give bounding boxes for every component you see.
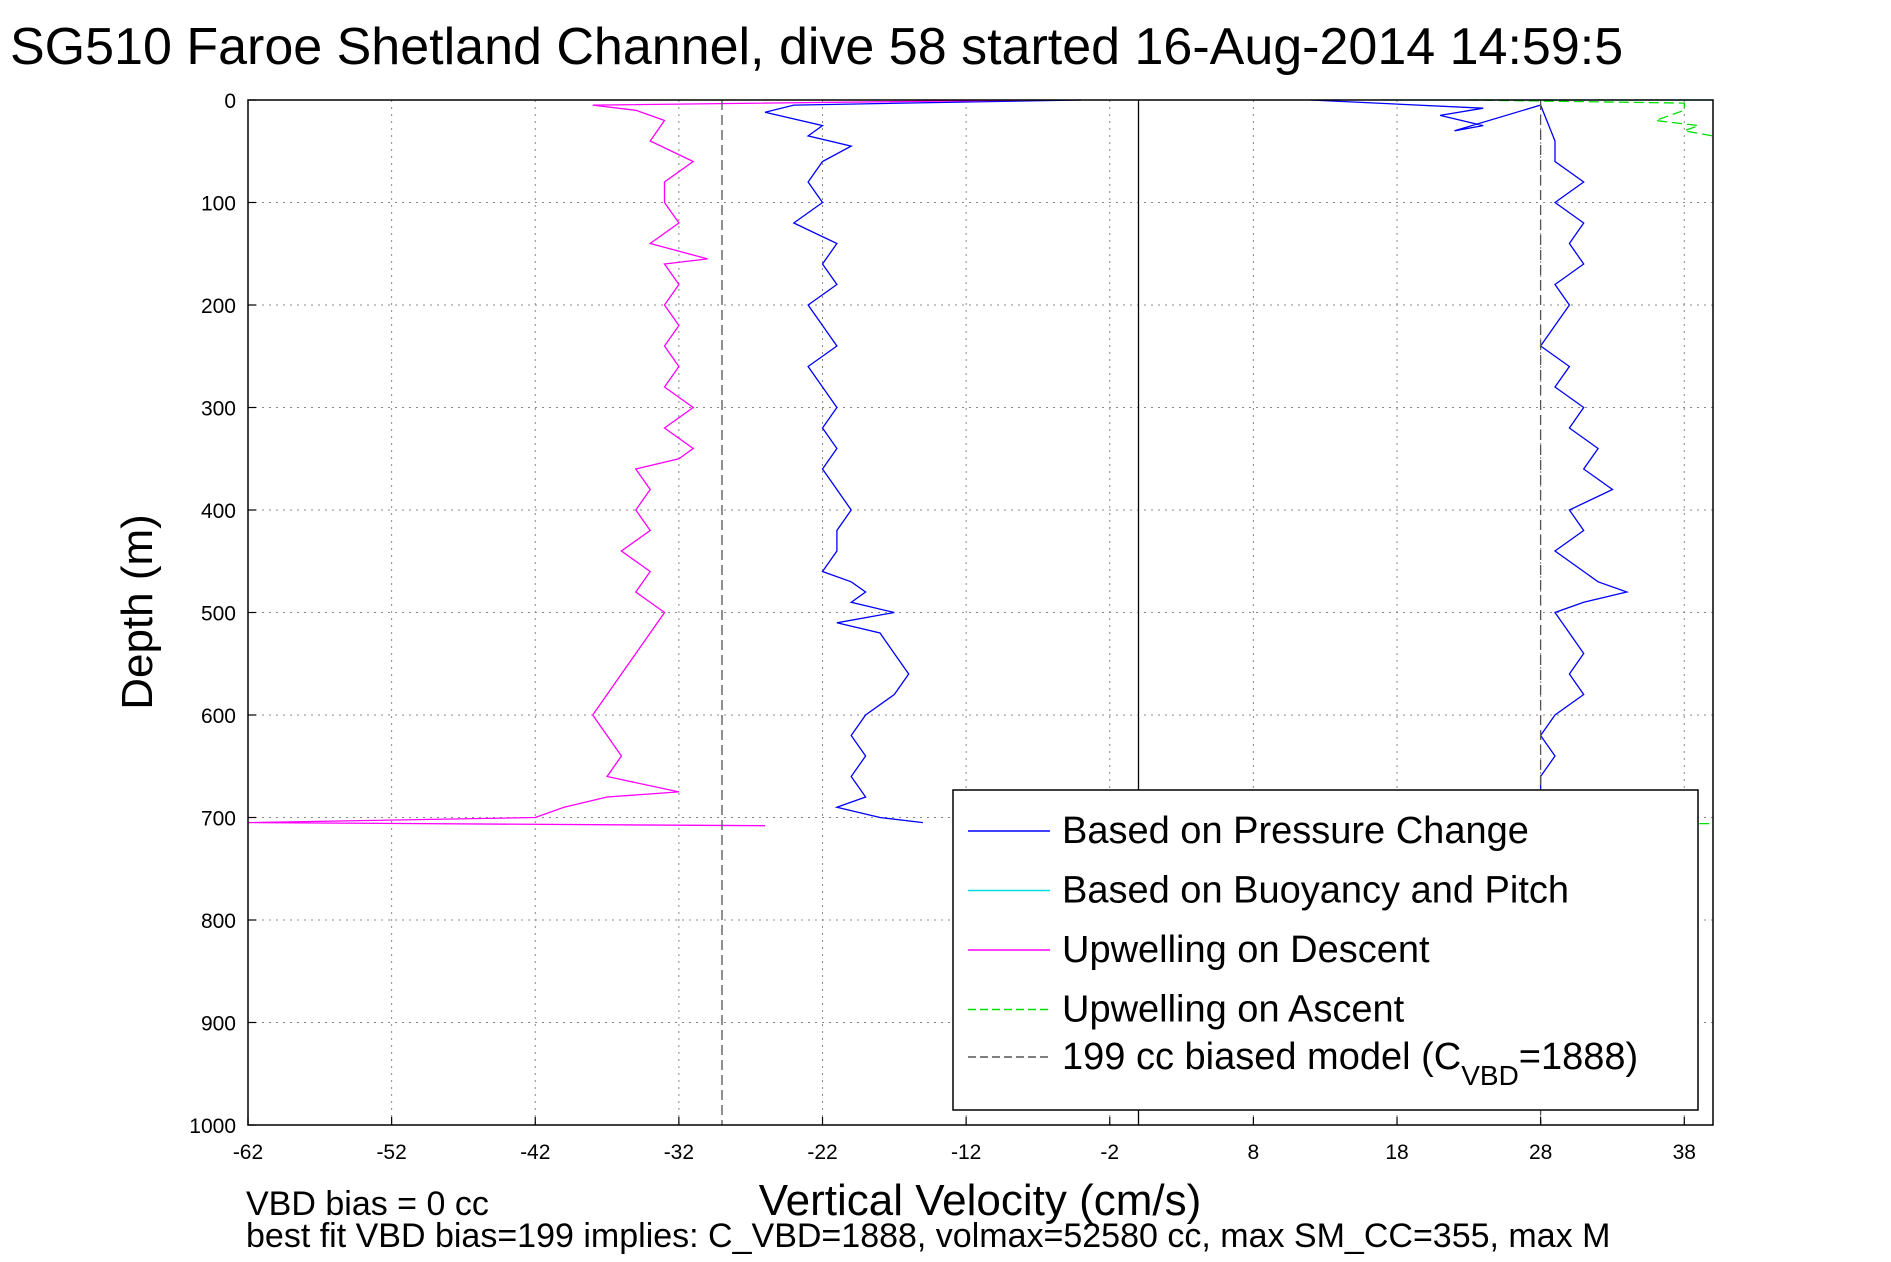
footnote-vbd-bias: VBD bias = 0 cc <box>246 1185 489 1223</box>
y-axis-ticks: 0 100 200 300 400 500 600 700 800 900 1000 <box>189 90 256 1138</box>
legend-label: Based on Buoyancy and Pitch <box>1062 870 1569 912</box>
y-tick-label: 300 <box>201 398 236 421</box>
x-tick-label: -22 <box>807 1141 837 1164</box>
y-tick-label: 0 <box>224 90 236 113</box>
series-line-upwell-desc <box>247 99 1039 827</box>
legend-label-end: =1888) <box>1519 1036 1638 1078</box>
y-axis-label: Depth (m) <box>113 514 162 710</box>
legend-label: 199 cc biased model (CVBD=1888) <box>1062 1036 1638 1091</box>
x-tick-label: -12 <box>951 1141 981 1164</box>
series-line-pressure-desc <box>764 99 1082 824</box>
legend: Based on Pressure Change Based on Buoyanc… <box>952 789 1699 1111</box>
series-line-pressure-asc <box>1310 99 1630 792</box>
series-line-upwell-asc <box>1468 99 1714 137</box>
y-tick-label: 400 <box>201 500 236 523</box>
y-tick-label: 900 <box>201 1013 236 1036</box>
legend-label: Upwelling on Ascent <box>1062 989 1405 1031</box>
legend-label-main: 199 cc biased model (C <box>1062 1036 1461 1078</box>
legend-label: Upwelling on Descent <box>1062 929 1430 971</box>
legend-box <box>952 789 1699 1111</box>
y-tick-label: 800 <box>201 910 236 933</box>
footnote-best-fit: best fit VBD bias=199 implies: C_VBD=188… <box>246 1217 1610 1255</box>
y-tick-label: 200 <box>201 295 236 318</box>
x-tick-label: 18 <box>1385 1141 1408 1164</box>
legend-items: Based on Pressure Change Based on Buoyanc… <box>968 810 1638 1091</box>
y-tick-label: 500 <box>201 603 236 626</box>
x-tick-label: 38 <box>1673 1141 1696 1164</box>
x-tick-label: -42 <box>520 1141 550 1164</box>
x-tick-label: -52 <box>376 1141 406 1164</box>
legend-label: Based on Pressure Change <box>1062 810 1529 852</box>
y-tick-label: 1000 <box>189 1115 236 1138</box>
x-tick-label: -2 <box>1100 1141 1119 1164</box>
x-axis-ticks: -62 -52 -42 -32 -22 -12 -2 8 18 28 38 <box>233 1117 1696 1164</box>
x-tick-label: 8 <box>1248 1141 1260 1164</box>
x-axis-label: Vertical Velocity (cm/s) <box>759 1176 1202 1225</box>
legend-label-subscript: VBD <box>1461 1060 1519 1091</box>
y-tick-label: 600 <box>201 705 236 728</box>
chart-title: SG510 Faroe Shetland Channel, dive 58 st… <box>10 18 1623 76</box>
x-tick-label: -62 <box>233 1141 263 1164</box>
y-tick-label: 700 <box>201 808 236 831</box>
x-tick-label: 28 <box>1529 1141 1552 1164</box>
x-tick-label: -32 <box>664 1141 694 1164</box>
y-tick-label: 100 <box>201 193 236 216</box>
